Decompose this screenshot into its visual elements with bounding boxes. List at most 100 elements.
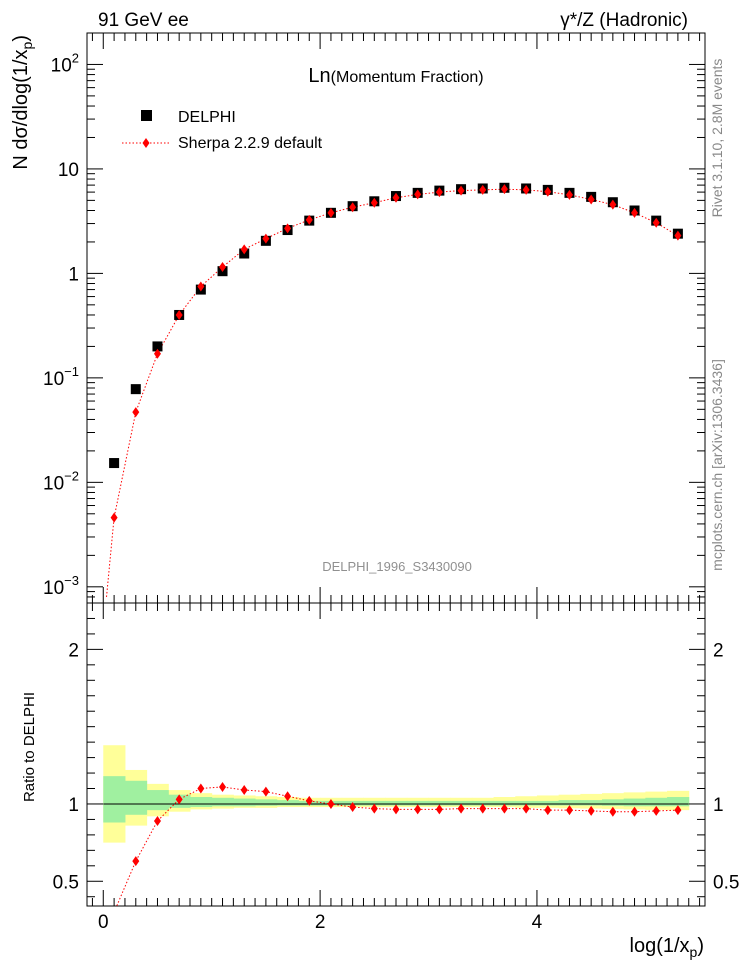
- ratio-band-inner: [103, 776, 126, 823]
- ratio-mc-point: [284, 791, 292, 802]
- mc-point: [500, 184, 508, 195]
- x-tick-label: 4: [532, 912, 543, 933]
- data-point: [152, 341, 163, 352]
- main-y-tick-label: 102: [51, 50, 79, 76]
- ratio-mc-point: [414, 804, 422, 815]
- ratio-mc-point: [349, 802, 357, 813]
- ratio-mc-point: [457, 803, 465, 814]
- ratio-band-inner: [406, 800, 430, 806]
- ratio-y-tick-label: 0.5: [53, 872, 79, 893]
- mc-point: [544, 186, 552, 197]
- mc-point: [153, 348, 161, 359]
- mc-point: [284, 223, 292, 234]
- ratio-mc-point: [565, 805, 573, 816]
- ratio-mc-point: [262, 786, 270, 797]
- ratio-y-axis-label: Ratio to DELPHI: [21, 692, 38, 802]
- mc-point: [370, 197, 378, 208]
- ratio-mc-point: [522, 803, 530, 814]
- mc-point: [522, 184, 530, 195]
- mc-point: [240, 244, 248, 255]
- watermark: DELPHI_1996_S3430090: [322, 559, 472, 574]
- ratio-band-inner: [146, 790, 169, 811]
- ratio-band-inner: [623, 798, 646, 807]
- ratio-mc-point: [500, 803, 508, 814]
- ratio-band-inner: [276, 800, 299, 806]
- mc-point: [457, 185, 465, 196]
- ratio-band-inner: [211, 797, 234, 807]
- ratio-band-inner: [536, 800, 560, 806]
- mc-point: [674, 230, 682, 241]
- ratio-mc-point: [435, 804, 443, 815]
- mc-point: [327, 207, 335, 218]
- main-y-axis-label: N dσ/dlog(1/xp): [10, 35, 35, 170]
- ratio-panel: 0 2 4 0.5 0.5 1 1 2 2: [53, 602, 739, 933]
- x-tick-label: 2: [315, 912, 326, 933]
- legend-data-label: DELPHI: [178, 109, 236, 126]
- ratio-mc-point: [652, 805, 660, 816]
- ratio-y-tick-label-right: 0.5: [713, 872, 739, 893]
- x-axis-label-text: log(1/xp): [630, 935, 705, 960]
- ratio-mc-point: [132, 856, 140, 867]
- ratio-band-inner: [580, 800, 603, 806]
- ratio-mc-point: [305, 795, 313, 806]
- mc-point: [197, 281, 205, 292]
- data-point: [109, 458, 120, 469]
- mc-point: [219, 262, 227, 273]
- main-y-tick-label: 10−1: [43, 364, 79, 390]
- ratio-frame: [86, 602, 706, 907]
- ratio-mc-point: [197, 783, 205, 794]
- main-panel: 10−3 10−2 10−1 1 10 102: [43, 32, 706, 604]
- ratio-mc-point: [153, 815, 161, 826]
- mc-point: [132, 407, 140, 418]
- mc-point: [175, 309, 183, 320]
- ratio-mc-point: [327, 798, 335, 809]
- ratio-band-inner: [450, 800, 473, 806]
- ratio-mc-point: [609, 806, 617, 817]
- data-point: [130, 384, 141, 395]
- x-axis-label: log(1/xp): [630, 935, 705, 960]
- ratio-y-tick-label-right: 1: [713, 795, 724, 816]
- ratio-mc-point: [175, 794, 183, 805]
- legend: DELPHI Sherpa 2.2.9 default: [122, 109, 323, 152]
- mc-point: [392, 192, 400, 203]
- ratio-band-inner: [602, 799, 625, 806]
- x-tick-label: 0: [98, 912, 109, 933]
- ratio-band-inner: [428, 800, 451, 806]
- legend-data-marker: [141, 110, 152, 121]
- chart-title-sub: (Momentum Fraction): [331, 69, 484, 86]
- ratio-band-inner: [558, 800, 581, 806]
- ratio-mc-point: [544, 805, 552, 816]
- ratio-band-inner: [233, 798, 256, 807]
- ratio-mc-point: [587, 805, 595, 816]
- ratio-band-inner: [124, 780, 148, 815]
- main-y-tick-label: 10−3: [43, 573, 79, 599]
- ratio-mc-point: [631, 806, 639, 817]
- mc-point: [349, 202, 357, 213]
- ratio-band-inner: [385, 800, 408, 806]
- main-y-tick-label: 10−2: [43, 468, 79, 494]
- mc-point: [414, 189, 422, 200]
- ratio-band-inner: [471, 800, 495, 806]
- ratio-mc-point: [674, 805, 682, 816]
- main-y-axis-label-text: N dσ/dlog(1/xp): [10, 35, 35, 170]
- mc-point: [435, 187, 443, 198]
- legend-mc-label: Sherpa 2.2.9 default: [178, 135, 323, 152]
- header-left: 91 GeV ee: [98, 10, 189, 31]
- legend-mc-marker: [142, 138, 150, 148]
- ratio-band-inner: [645, 797, 668, 807]
- main-y-tick-label: 10: [58, 160, 79, 181]
- mc-point: [631, 207, 639, 218]
- ratio-band-inner: [515, 800, 538, 806]
- mc-point: [262, 233, 270, 244]
- ratio-mc-point: [392, 804, 400, 815]
- ratio-band-inner: [667, 797, 690, 807]
- ratio-mc-point: [479, 803, 487, 814]
- ratio-y-tick-label-right: 2: [713, 640, 724, 661]
- mc-point: [565, 189, 573, 200]
- ratio-band-inner: [493, 800, 516, 806]
- mc-line: [106, 188, 679, 597]
- mc-point: [479, 184, 487, 195]
- mc-point: [652, 217, 660, 228]
- mc-point: [110, 512, 118, 523]
